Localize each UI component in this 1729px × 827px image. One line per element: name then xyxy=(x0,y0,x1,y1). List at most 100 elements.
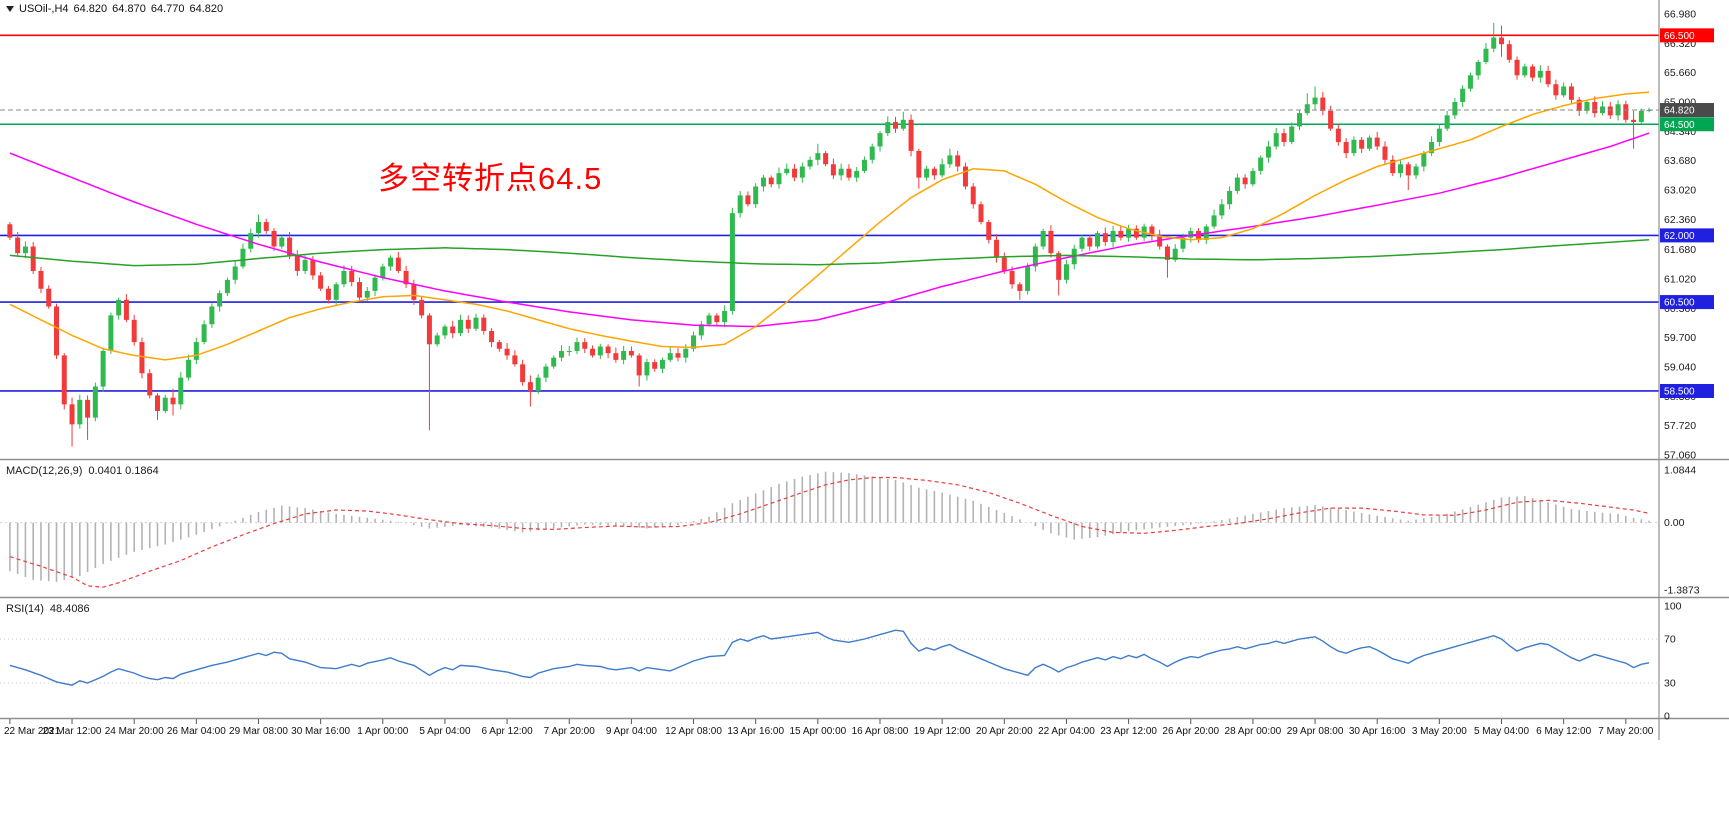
candle-body xyxy=(994,239,1000,258)
candle-body xyxy=(38,270,44,289)
candle-body xyxy=(947,155,953,165)
candle-body xyxy=(931,168,937,176)
rsi-panel-area[interactable] xyxy=(0,600,1659,718)
candle-body xyxy=(1638,110,1644,123)
candle-body xyxy=(706,315,712,325)
candle-body xyxy=(465,319,471,329)
candle-body xyxy=(162,397,168,411)
bid-price-badge-text: 64.820 xyxy=(1664,106,1695,117)
level-badge-60.500 xyxy=(1660,295,1714,310)
candle-body xyxy=(1398,164,1404,174)
rsi-line xyxy=(9,629,1650,686)
rsi-scale-label: 30 xyxy=(1664,678,1676,690)
candle-body xyxy=(807,159,813,167)
main-chart-area[interactable] xyxy=(0,0,1659,458)
price-tick-label: 57.720 xyxy=(1664,420,1696,432)
time-label: 7 Apr 20:00 xyxy=(544,726,596,737)
candle-body xyxy=(419,299,425,316)
candle-body xyxy=(621,350,627,360)
macd-panel-area[interactable] xyxy=(0,462,1659,596)
candle-body xyxy=(714,315,720,323)
candle-body xyxy=(691,335,697,349)
candle-body xyxy=(698,324,704,336)
candle-body xyxy=(512,355,518,365)
time-label: 5 Apr 04:00 xyxy=(419,726,471,737)
candle-body xyxy=(217,293,223,307)
candle-body xyxy=(1102,233,1108,243)
candle-body xyxy=(7,224,13,238)
candle-body xyxy=(139,342,145,374)
candle-body xyxy=(1258,157,1264,171)
price-tick-label: 65.660 xyxy=(1664,67,1696,79)
rsi-panel xyxy=(0,629,1659,686)
candle-body xyxy=(1328,110,1334,129)
candle-body xyxy=(248,233,254,249)
candle-body xyxy=(1265,146,1271,158)
candle-body xyxy=(77,399,83,425)
candle-body xyxy=(846,168,852,178)
candle-body xyxy=(61,355,67,405)
candle-body xyxy=(325,288,331,300)
candle-body xyxy=(170,397,176,405)
candle-body xyxy=(1219,204,1225,216)
candle-body xyxy=(341,270,347,285)
time-label: 5 May 04:00 xyxy=(1474,726,1529,737)
candle-body xyxy=(100,350,106,387)
candle-body xyxy=(1561,86,1567,96)
candle-body xyxy=(768,177,774,185)
candle-body xyxy=(1110,230,1116,243)
candle-body xyxy=(838,168,844,176)
candle-body xyxy=(1164,246,1170,260)
candle-body xyxy=(986,222,992,240)
candle-body xyxy=(154,395,160,411)
candle-body xyxy=(147,373,153,396)
candle-body xyxy=(263,222,269,231)
candle-body xyxy=(1359,139,1365,149)
candle-body xyxy=(978,204,984,223)
candle-body xyxy=(1289,126,1295,143)
time-label: 26 Apr 20:00 xyxy=(1162,726,1219,737)
candle-body xyxy=(1297,113,1303,127)
rsi-scale-label: 100 xyxy=(1664,601,1682,613)
candle-body xyxy=(1522,66,1528,76)
candlestick-series xyxy=(7,22,1652,447)
level-badge-66.500 xyxy=(1660,28,1714,43)
time-axis-area[interactable] xyxy=(0,718,1659,740)
candle-body xyxy=(799,166,805,178)
candle-body xyxy=(815,153,821,160)
rsi-scale-label: 0 xyxy=(1664,711,1670,723)
candle-body xyxy=(1568,86,1574,100)
candle-body xyxy=(457,319,463,334)
candle-body xyxy=(1366,137,1372,149)
time-label: 1 Apr 00:00 xyxy=(357,726,409,737)
candle-body xyxy=(784,168,790,174)
time-label: 16 Apr 08:00 xyxy=(852,726,909,737)
candle-body xyxy=(823,153,829,165)
candle-body xyxy=(590,348,596,356)
time-label: 20 Apr 20:00 xyxy=(976,726,1033,737)
candle-body xyxy=(753,186,759,205)
level-badge-64.500 xyxy=(1660,117,1714,132)
candle-body xyxy=(605,346,611,354)
candle-body xyxy=(566,350,572,352)
price-axis-area[interactable] xyxy=(1659,0,1729,740)
candle-body xyxy=(543,366,549,378)
candle-body xyxy=(776,173,782,185)
candle-body xyxy=(535,377,541,391)
candle-body xyxy=(224,279,230,294)
time-label: 23 Mar 12:00 xyxy=(43,726,102,737)
candle-body xyxy=(201,324,207,343)
level-badge-58.500-text: 58.500 xyxy=(1664,386,1695,397)
price-tick-label: 62.360 xyxy=(1664,214,1696,226)
candle-body xyxy=(1343,142,1349,154)
price-tick-label: 63.020 xyxy=(1664,185,1696,197)
candle-body xyxy=(1234,177,1240,191)
candle-body xyxy=(1421,153,1427,167)
price-tick-label: 66.980 xyxy=(1664,9,1696,21)
candle-body xyxy=(1444,115,1450,129)
candle-body xyxy=(1537,70,1543,78)
candle-body xyxy=(939,164,945,176)
candle-body xyxy=(1351,139,1357,154)
candle-body xyxy=(885,122,891,134)
